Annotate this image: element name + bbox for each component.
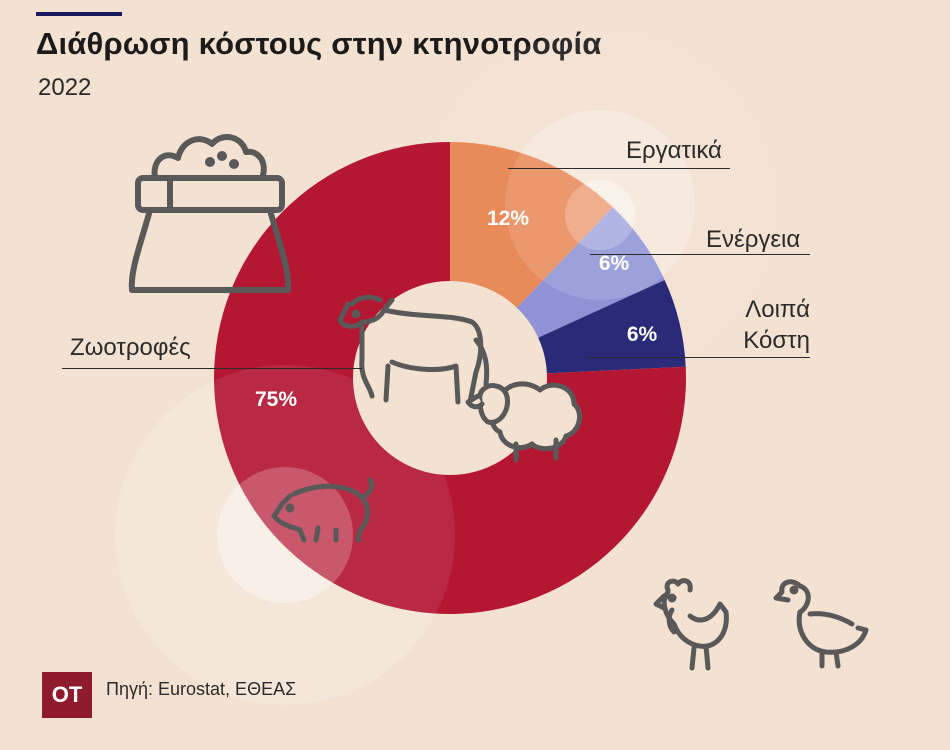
ot-logo: ΟΤ xyxy=(42,672,92,718)
donut-slices xyxy=(115,110,695,705)
slice-value-label-0: 12% xyxy=(487,207,529,230)
cow-icon xyxy=(337,294,490,405)
pig-icon xyxy=(271,477,375,543)
percent-labels: 12% 6% 6% 75% xyxy=(255,207,658,411)
chart-title: Διάθρωση κόστους στην κτηνοτροφία xyxy=(36,26,602,61)
label-feed: Ζωοτροφές xyxy=(70,334,191,361)
label-energy-rule xyxy=(590,254,810,255)
label-labor: Εργατικά xyxy=(626,137,722,164)
slice-value-label-2: 6% xyxy=(627,323,658,346)
label-energy: Ενέργεια xyxy=(706,226,801,253)
label-other-line2: Κόστη xyxy=(743,327,810,354)
rooster-icon xyxy=(653,578,729,671)
slice-value-label-3: 75% xyxy=(255,388,297,411)
duck-icon xyxy=(773,579,869,669)
title-accent-bar xyxy=(36,12,122,16)
slice-value-label-1: 6% xyxy=(599,252,630,275)
label-feed-rule xyxy=(62,368,362,369)
label-other-rule xyxy=(588,357,810,358)
label-other-line1: Λοιπά xyxy=(745,296,810,323)
label-labor-rule xyxy=(508,168,730,169)
slice-glow-overlay xyxy=(115,110,695,705)
label-other: Λοιπά Κόστη xyxy=(738,294,810,356)
feed-sack-icon xyxy=(128,134,292,293)
source-note: Πηγή: Eurostat, ΕΘΕΑΣ xyxy=(106,679,297,699)
chart-subtitle: 2022 xyxy=(38,74,92,101)
sheep-icon xyxy=(465,381,583,463)
